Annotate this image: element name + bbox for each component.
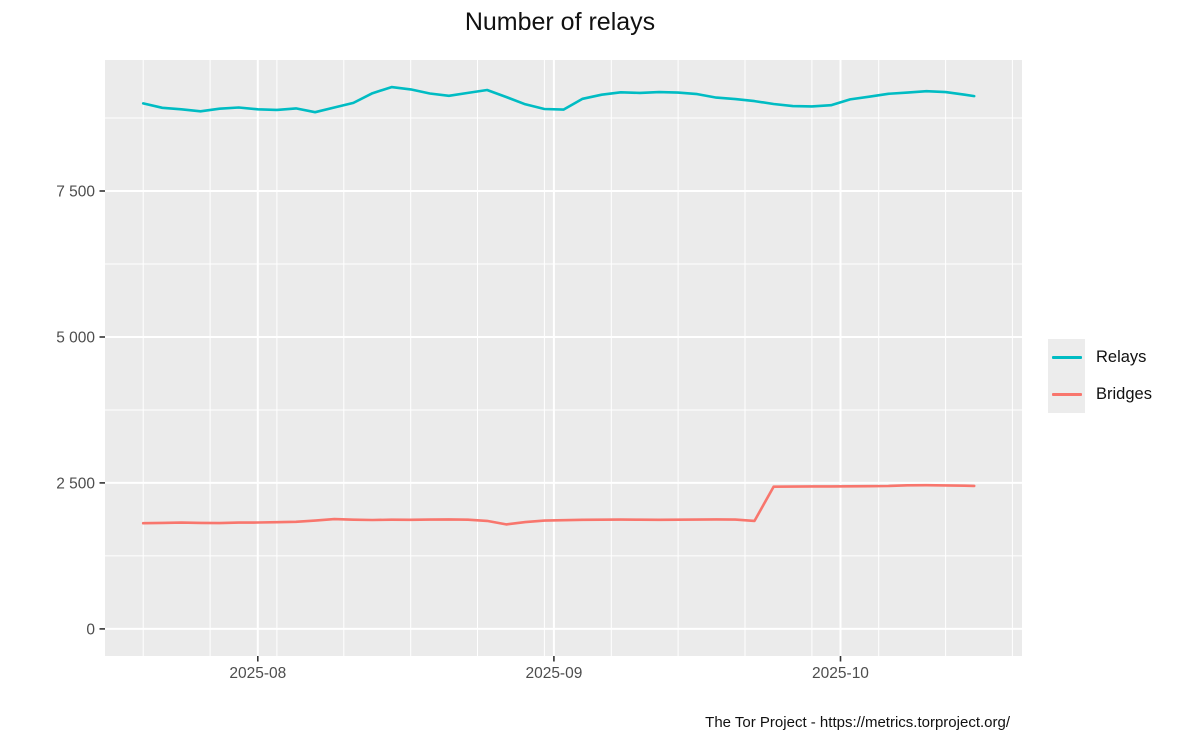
x-axis-tick-label: 2025-09 <box>525 665 582 682</box>
plot-panel <box>105 60 1022 656</box>
y-axis-tick-label: 5 000 <box>56 330 95 347</box>
x-axis-tick-label: 2025-10 <box>812 665 869 682</box>
relays-line-swatch <box>1051 356 1082 359</box>
chart-title: Number of relays <box>464 8 656 36</box>
y-axis-tick-label: 0 <box>86 621 95 638</box>
x-axis-tick-label: 2025-08 <box>229 665 286 682</box>
legend-key-relays <box>1048 339 1085 376</box>
y-axis-tick-label: 2 500 <box>56 475 95 492</box>
series-line-bridges <box>141 483 976 526</box>
legend-item-bridges: Bridges <box>1048 376 1152 413</box>
legend-label-bridges: Bridges <box>1096 385 1152 403</box>
chart-caption: The Tor Project - https://metrics.torpro… <box>705 714 1010 731</box>
legend-key-bridges <box>1048 376 1085 413</box>
y-axis-tick-label: 7 500 <box>56 184 95 201</box>
legend: Relays Bridges <box>1048 339 1152 413</box>
series-line-relays <box>141 85 976 114</box>
bridges-line-swatch <box>1051 393 1082 396</box>
legend-item-relays: Relays <box>1048 339 1152 376</box>
legend-label-relays: Relays <box>1096 348 1147 366</box>
